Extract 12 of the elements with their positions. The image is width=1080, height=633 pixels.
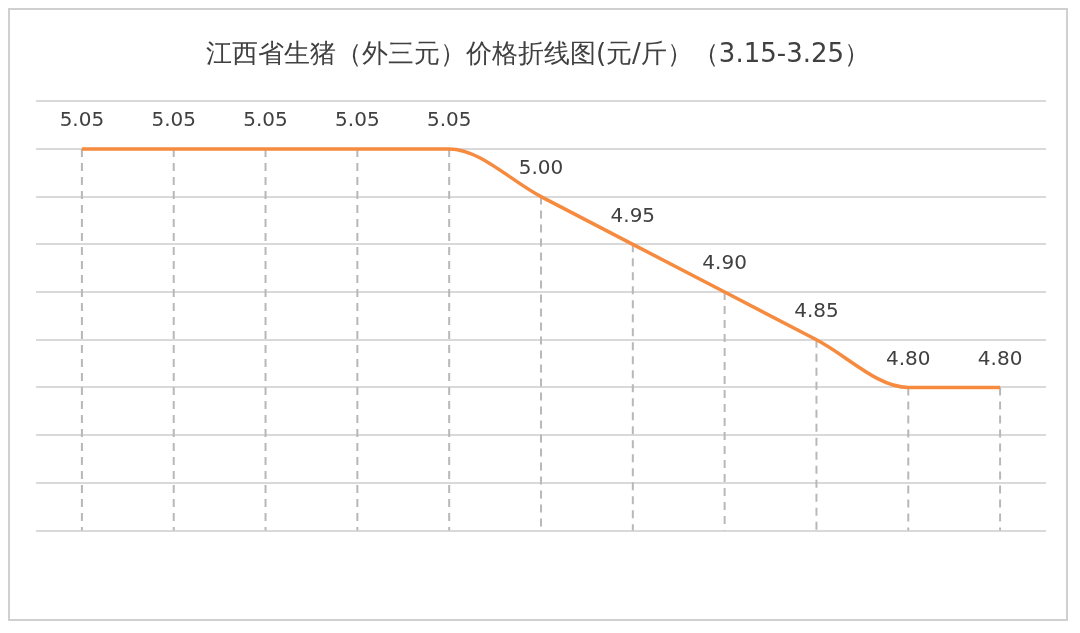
data-label: 4.80 <box>886 345 931 370</box>
data-label: 4.85 <box>794 297 839 322</box>
data-label: 5.05 <box>335 107 380 132</box>
data-label: 4.80 <box>977 345 1023 370</box>
data-label: 5.05 <box>59 107 105 132</box>
data-label: 5.05 <box>243 107 288 132</box>
data-label: 4.95 <box>610 202 656 227</box>
data-label: 5.00 <box>518 154 564 179</box>
data-label: 4.90 <box>702 250 747 275</box>
data-label: 5.05 <box>151 107 196 132</box>
data-label: 5.05 <box>426 107 472 132</box>
chart-title: 江西省生猪（外三元）价格折线图(元/斤）（3.15-3.25） <box>205 38 871 69</box>
